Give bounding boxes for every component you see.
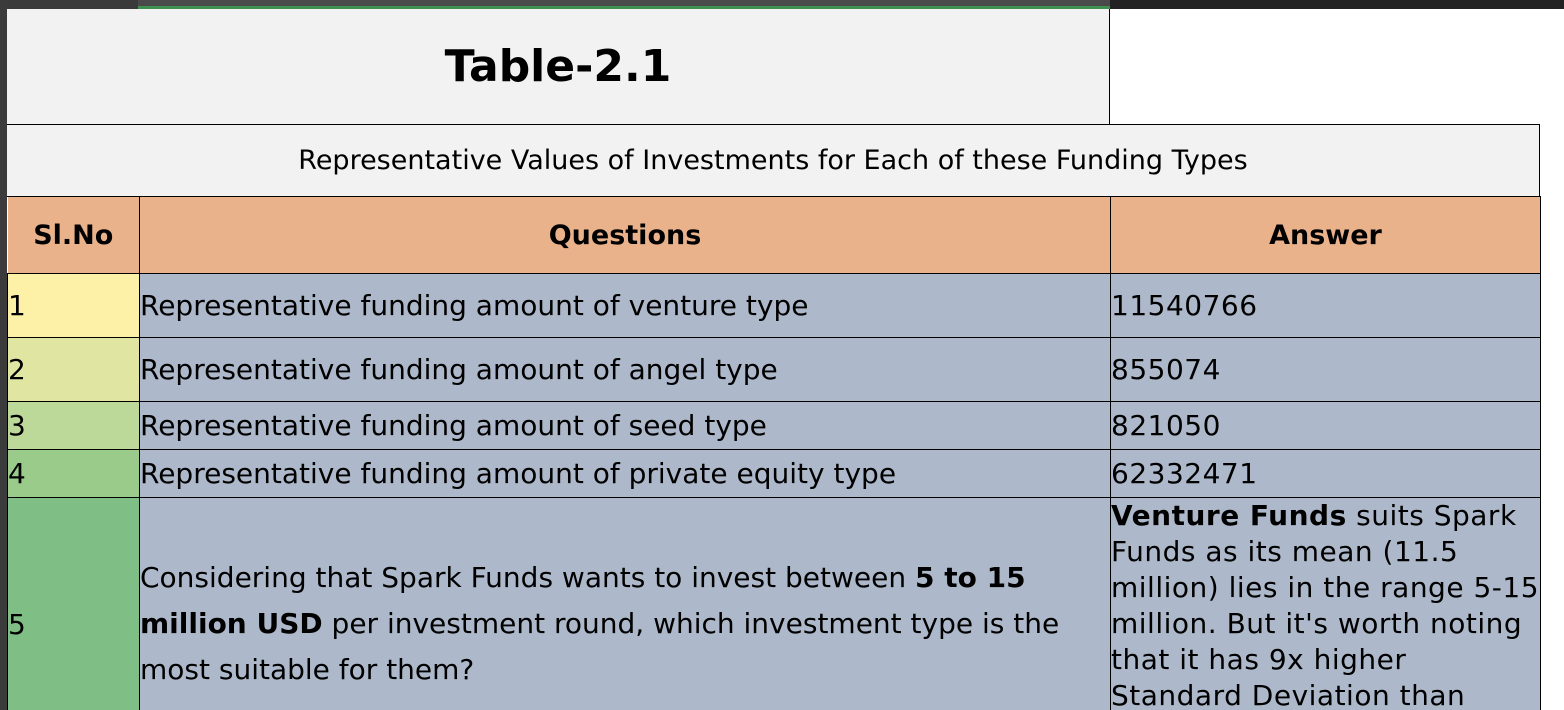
question-text: Considering that Spark Funds wants to in…	[140, 561, 915, 594]
question-cell[interactable]: Representative funding amount of angel t…	[139, 337, 1111, 402]
question-bold-text: 5 to 15 million USD	[140, 561, 1026, 640]
table-row: 4 Representative funding amount of priva…	[7, 449, 1541, 498]
row-number-cell[interactable]: 4	[7, 449, 140, 498]
table-row: 5 Considering that Spark Funds wants to …	[7, 497, 1541, 710]
row-number-cell[interactable]: 3	[7, 401, 140, 450]
table-row: 1 Representative funding amount of ventu…	[7, 273, 1541, 338]
answer-cell[interactable]: 11540766	[1110, 273, 1541, 338]
header-questions[interactable]: Questions	[139, 196, 1111, 274]
answer-cell[interactable]: 62332471	[1110, 449, 1541, 498]
answer-text-rest: suits Spark Funds as its mean (11.5 mill…	[1111, 499, 1540, 710]
funding-table: Sl.No Questions Answer 1 Representative …	[7, 196, 1541, 710]
table-row: 3 Representative funding amount of seed …	[7, 401, 1541, 450]
answer-cell[interactable]: 821050	[1110, 401, 1541, 450]
column-header-strip-selected	[138, 0, 1110, 9]
table-title: Table-2.1	[444, 41, 672, 92]
table-subtitle: Representative Values of Investments for…	[298, 145, 1248, 176]
header-slno[interactable]: Sl.No	[7, 196, 140, 274]
column-header-strip-right	[1110, 0, 1564, 9]
answer-bold-text: Venture Funds	[1111, 499, 1347, 532]
column-header-strip-left	[0, 0, 138, 9]
question-text-rest: per investment round, which investment t…	[140, 607, 1060, 686]
header-row: Sl.No Questions Answer	[7, 196, 1541, 274]
question-cell[interactable]: Considering that Spark Funds wants to in…	[139, 497, 1111, 710]
question-cell[interactable]: Representative funding amount of venture…	[139, 273, 1111, 338]
title-cell[interactable]: Table-2.1	[7, 9, 1110, 125]
table-row: 2 Representative funding amount of angel…	[7, 337, 1541, 402]
row-number-cell[interactable]: 2	[7, 337, 140, 402]
row-header-strip	[0, 0, 7, 710]
subtitle-cell[interactable]: Representative Values of Investments for…	[7, 124, 1540, 197]
answer-cell[interactable]: Venture Funds suits Spark Funds as its m…	[1110, 497, 1541, 710]
row-number-cell[interactable]: 5	[7, 497, 140, 710]
row-number-cell[interactable]: 1	[7, 273, 140, 338]
header-answer[interactable]: Answer	[1110, 196, 1541, 274]
answer-cell[interactable]: 855074	[1110, 337, 1541, 402]
question-cell[interactable]: Representative funding amount of private…	[139, 449, 1111, 498]
question-cell[interactable]: Representative funding amount of seed ty…	[139, 401, 1111, 450]
